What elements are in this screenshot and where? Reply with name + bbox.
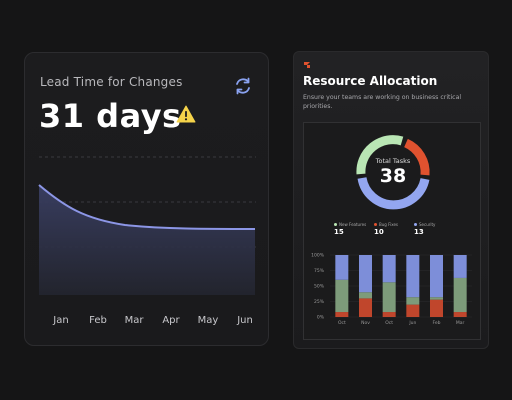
legend-label: New Features (339, 222, 367, 227)
month-axis: Jan Feb Mar Apr May Jun (43, 315, 263, 329)
card-subtitle: Ensure your teams are working on busines… (303, 94, 462, 110)
legend-value: 10 (374, 228, 384, 236)
bar-segment (382, 312, 396, 317)
stacked-bar-chart: 0% 25% 50% 75% 100% Oct Nov Oct Jun Feb Mar (311, 253, 472, 326)
bar-segment (430, 297, 443, 300)
legend: New Features 15 Bug Fixes 10 Security 13 (334, 222, 474, 242)
month-label: Apr (162, 315, 180, 326)
bar-segment (430, 255, 443, 298)
month-label: Jan (53, 315, 69, 326)
donut-chart (356, 135, 430, 210)
logo-icon (304, 62, 310, 68)
bar-segment (453, 277, 467, 313)
area-fill (39, 185, 255, 295)
bar-segment (359, 298, 372, 317)
month-label: Feb (89, 315, 107, 326)
bar-segment (453, 255, 467, 278)
legend-item-bug-fixes: Bug Fixes 10 (374, 222, 398, 236)
y-tick-label: 25% (314, 299, 325, 305)
legend-dot (414, 223, 417, 226)
donut-segment-bug-fixes (403, 138, 430, 176)
refresh-icon[interactable] (233, 76, 253, 96)
resource-allocation-card: Resource Allocation Ensure your teams ar… (293, 51, 489, 349)
legend-dot (334, 223, 337, 226)
legend-value: 15 (334, 228, 344, 236)
card-title: Resource Allocation (303, 74, 438, 88)
legend-item-new-features: New Features 15 (334, 222, 366, 236)
donut-segment-security (357, 177, 430, 210)
bar-segment (335, 312, 349, 317)
lead-time-value: 31 days (39, 97, 182, 135)
month-label: May (197, 315, 219, 326)
y-tick-label: 100% (311, 253, 325, 259)
x-tick-label: Mar (456, 320, 465, 326)
bar-segment (430, 299, 443, 317)
warning-icon (176, 105, 196, 123)
trend-line (38, 184, 256, 230)
x-tick-label: Oct (385, 320, 393, 326)
y-tick-label: 0% (317, 315, 325, 321)
bar-segment (382, 282, 396, 313)
x-tick-label: Nov (361, 320, 370, 326)
x-tick-label: Feb (433, 320, 441, 326)
x-tick-label: Jun (408, 320, 416, 326)
bar-segment (406, 297, 420, 305)
legend-dot (374, 223, 377, 226)
x-tick-label: Oct (338, 320, 346, 326)
bar-segment (382, 255, 396, 283)
bar-segment (359, 255, 372, 293)
lead-time-card: Lead Time for Changes 31 days Jan Feb Ma… (24, 52, 269, 346)
month-label: Jun (237, 315, 253, 326)
y-tick-label: 50% (314, 284, 325, 290)
bar-segment (406, 304, 420, 317)
bar-segment (453, 312, 467, 317)
donut-segment-new-features (356, 135, 404, 175)
lead-time-title: Lead Time for Changes (40, 75, 183, 89)
total-tasks-value: 38 (379, 165, 407, 187)
lead-time-area-chart (38, 156, 256, 295)
y-tick-label: 75% (314, 268, 325, 274)
month-label: Mar (124, 315, 144, 326)
total-tasks-label: Total Tasks (375, 157, 411, 165)
bar-segment (406, 255, 420, 298)
legend-label: Security (419, 222, 436, 227)
bar-segment (335, 255, 349, 280)
bar-segment (335, 279, 349, 313)
allocation-panel: Total Tasks 38 New Features 15 Bug Fixes… (303, 122, 481, 340)
legend-value: 13 (414, 228, 424, 236)
legend-item-security: Security 13 (414, 222, 435, 236)
legend-label: Bug Fixes (379, 222, 398, 227)
bar-segment (359, 292, 372, 299)
